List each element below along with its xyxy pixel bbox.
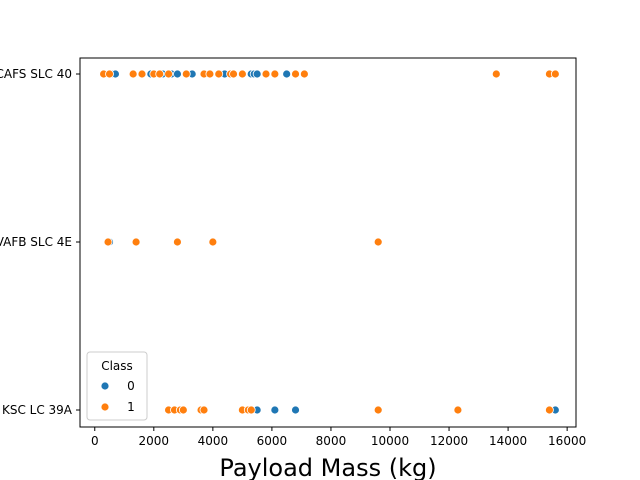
x-tick-label: 16000 xyxy=(548,434,586,448)
legend-marker-class-1 xyxy=(100,402,110,412)
point-class-1 xyxy=(105,69,114,79)
point-class-1 xyxy=(131,237,141,247)
x-tick-label: 0 xyxy=(91,434,99,448)
point-class-1 xyxy=(128,69,138,79)
point-class-1 xyxy=(208,237,218,247)
point-class-1 xyxy=(299,69,309,79)
point-class-1 xyxy=(164,69,173,79)
point-class-0 xyxy=(291,405,300,415)
point-class-1 xyxy=(550,69,560,79)
point-class-1 xyxy=(181,69,191,79)
point-class-1 xyxy=(291,69,300,79)
point-class-1 xyxy=(137,69,147,79)
x-axis-label: Payload Mass (kg) xyxy=(219,454,436,480)
y-axis: CCAFS SLC 40 VAFB SLC 4E KSC LC 39A xyxy=(0,67,80,417)
point-class-1 xyxy=(178,405,188,415)
point-class-1 xyxy=(229,69,238,79)
point-class-1 xyxy=(237,69,247,79)
x-tick-label: 6000 xyxy=(257,434,288,448)
point-class-0 xyxy=(252,69,262,79)
legend: Class 0 1 xyxy=(86,351,148,421)
plot-frame xyxy=(79,57,577,428)
point-class-1 xyxy=(453,405,463,415)
x-tick-label: 10000 xyxy=(371,434,409,448)
y-tick-label: CCAFS SLC 40 xyxy=(0,67,72,81)
x-tick-label: 2000 xyxy=(139,434,170,448)
legend-label-class-0: 0 xyxy=(127,379,135,393)
point-class-1 xyxy=(373,237,383,247)
y-tick-label: VAFB SLC 4E xyxy=(0,235,72,249)
legend-box xyxy=(86,351,148,421)
point-class-1 xyxy=(173,237,182,247)
x-tick-label: 4000 xyxy=(198,434,229,448)
x-axis: 0 2000 4000 6000 8000 10000 12000 14000 16000 xyxy=(91,427,586,448)
point-class-1 xyxy=(545,405,554,415)
point-class-1 xyxy=(214,69,224,79)
point-class-1 xyxy=(373,405,383,415)
legend-title: Class xyxy=(101,359,133,373)
point-class-0 xyxy=(173,69,182,79)
x-tick-label: 14000 xyxy=(489,434,527,448)
point-class-1 xyxy=(155,69,165,79)
data-points xyxy=(99,69,560,415)
point-class-0 xyxy=(270,405,280,415)
point-class-1 xyxy=(246,405,256,415)
legend-marker-class-0 xyxy=(100,381,110,391)
x-tick-label: 8000 xyxy=(316,434,347,448)
y-tick-label: KSC LC 39A xyxy=(2,403,73,417)
x-tick-label: 12000 xyxy=(430,434,468,448)
point-class-1 xyxy=(103,237,113,247)
point-class-1 xyxy=(199,405,209,415)
point-class-1 xyxy=(270,69,280,79)
point-class-1 xyxy=(491,69,501,79)
legend-label-class-1: 1 xyxy=(127,400,135,414)
point-class-1 xyxy=(205,69,215,79)
point-class-0 xyxy=(282,69,292,79)
point-class-1 xyxy=(261,69,271,79)
